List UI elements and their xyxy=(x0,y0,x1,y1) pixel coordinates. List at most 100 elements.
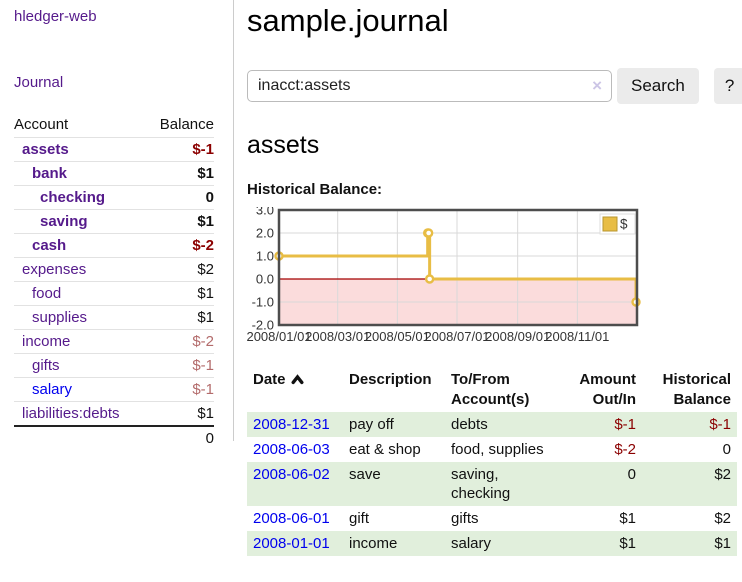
account-balance-bank: $1 xyxy=(197,165,214,182)
account-row-food: food $1 xyxy=(14,281,214,306)
page-title: sample.journal xyxy=(247,3,449,38)
account-balance-checking: 0 xyxy=(205,189,214,206)
register-header-row: Date Description To/From Account(s) Amou… xyxy=(247,368,737,412)
account-link-income[interactable]: income xyxy=(22,333,71,350)
register-header-amount: Amount Out/In xyxy=(579,371,636,408)
search-bar: × Search ? xyxy=(247,68,742,104)
transaction-balance: $-1 xyxy=(709,416,731,433)
account-balance-salary: $-1 xyxy=(192,381,214,398)
chart-title: Historical Balance: xyxy=(247,181,383,198)
account-row-bank: bank $1 xyxy=(14,161,214,186)
transaction-amount: $-1 xyxy=(614,416,636,433)
transaction-amount: $1 xyxy=(619,535,636,552)
transaction-description: income xyxy=(349,535,398,552)
register-header-date[interactable]: Date xyxy=(247,368,343,412)
register-header-balance: Historical Balance xyxy=(662,371,731,408)
transaction-balance: $1 xyxy=(714,535,731,552)
transaction-accounts: salary xyxy=(451,535,492,552)
account-balance-liabilities-debts: $1 xyxy=(197,405,214,422)
account-link-cash[interactable]: cash xyxy=(32,237,67,254)
account-row-assets: assets $-1 xyxy=(14,137,214,162)
register-header-accounts: To/From Account(s) xyxy=(451,371,530,408)
svg-text:-1.0: -1.0 xyxy=(252,295,274,310)
accounts-header-account: Account xyxy=(14,116,69,133)
register-row: 2008-06-02 save saving, checking 0 $2 xyxy=(247,462,737,506)
account-link-salary[interactable]: salary xyxy=(32,381,73,398)
register-row: 2008-06-01 gift gifts $1 $2 xyxy=(247,506,737,531)
account-row-supplies: supplies $1 xyxy=(14,305,214,330)
svg-text:2008/01/01: 2008/01/01 xyxy=(247,329,312,344)
transaction-date-link[interactable]: 2008-01-01 xyxy=(253,535,330,552)
svg-text:0.0: 0.0 xyxy=(256,272,274,287)
svg-text:1.0: 1.0 xyxy=(256,249,274,264)
account-balance-income: $-2 xyxy=(192,333,214,350)
accounts-table-header: Account Balance xyxy=(14,113,214,138)
account-row-liabilities-debts: liabilities:debts $1 xyxy=(14,401,214,427)
account-link-checking[interactable]: checking xyxy=(40,189,106,206)
account-balance-food: $1 xyxy=(197,285,214,302)
chart-canvas: 3.0 2.0 1.0 0.0 -1.0 -2.02008/01/012008/03/01… xyxy=(247,207,641,344)
svg-text:3.0: 3.0 xyxy=(256,207,274,218)
transaction-description: save xyxy=(349,466,381,483)
sidebar: hledger-web Journal Account Balance asse… xyxy=(0,0,234,447)
account-row-income: income $-2 xyxy=(14,329,214,354)
transaction-amount: $-2 xyxy=(614,441,636,458)
accounts-header-balance: Balance xyxy=(159,116,214,133)
transaction-balance: $2 xyxy=(714,510,731,527)
svg-text:2.0: 2.0 xyxy=(256,226,274,241)
account-link-saving[interactable]: saving xyxy=(40,213,88,230)
app-title-link[interactable]: hledger-web xyxy=(14,8,97,25)
accounts-total-row: 0 xyxy=(14,426,214,450)
account-row-saving: saving $1 xyxy=(14,209,214,234)
register-header-description: Description xyxy=(349,371,432,388)
help-button[interactable]: ? xyxy=(713,68,742,104)
historical-balance-chart[interactable]: 3.0 2.0 1.0 0.0 -1.0 -2.0 2008/01/01 2008/03/01… xyxy=(247,207,742,347)
transaction-description: pay off xyxy=(349,416,394,433)
account-row-checking: checking 0 xyxy=(14,185,214,210)
transaction-date-link[interactable]: 2008-12-31 xyxy=(253,416,330,433)
account-link-bank[interactable]: bank xyxy=(32,165,68,182)
svg-text:$: $ xyxy=(620,217,628,232)
svg-text:2008/05/01: 2008/05/01 xyxy=(365,329,430,344)
transaction-amount: 0 xyxy=(627,466,636,483)
search-input-wrap: × xyxy=(247,70,612,102)
transaction-balance: $2 xyxy=(714,466,731,483)
accounts-table: Account Balance assets $-1 bank $1 check… xyxy=(14,113,214,450)
account-balance-supplies: $1 xyxy=(197,309,214,326)
search-button[interactable]: Search xyxy=(617,68,699,104)
register-row: 2008-12-31 pay off debts $-1 $-1 xyxy=(247,412,737,437)
main-content: sample.journal × Search ? assets Histori… xyxy=(247,0,742,556)
accounts-total-value: 0 xyxy=(205,430,214,447)
transaction-date-link[interactable]: 2008-06-03 xyxy=(253,441,330,458)
account-link-gifts[interactable]: gifts xyxy=(32,357,60,374)
search-input[interactable] xyxy=(247,70,612,102)
transaction-amount: $1 xyxy=(619,510,636,527)
transaction-date-link[interactable]: 2008-06-01 xyxy=(253,510,330,527)
svg-text:2008/07/01: 2008/07/01 xyxy=(424,329,489,344)
transaction-accounts: food, supplies xyxy=(451,441,544,458)
account-balance-cash: $-2 xyxy=(192,237,214,254)
transaction-accounts: saving, checking xyxy=(451,466,511,502)
register-row: 2008-06-03 eat & shop food, supplies $-2… xyxy=(247,437,737,462)
register-row: 2008-01-01 income salary $1 $1 xyxy=(247,531,737,556)
account-balance-expenses: $2 xyxy=(197,261,214,278)
transaction-description: eat & shop xyxy=(349,441,421,458)
account-link-expenses[interactable]: expenses xyxy=(22,261,87,278)
account-row-expenses: expenses $2 xyxy=(14,257,214,282)
account-link-supplies[interactable]: supplies xyxy=(32,309,88,326)
transaction-accounts: gifts xyxy=(451,510,479,527)
account-balance-saving: $1 xyxy=(197,213,214,230)
clear-search-icon[interactable]: × xyxy=(592,76,602,95)
account-balance-assets: $-1 xyxy=(192,141,214,158)
account-link-liabilities-debts[interactable]: liabilities:debts xyxy=(22,405,120,422)
transaction-date-link[interactable]: 2008-06-02 xyxy=(253,466,330,483)
account-heading: assets xyxy=(247,131,320,159)
account-link-assets[interactable]: assets xyxy=(22,141,69,158)
account-row-gifts: gifts $-1 xyxy=(14,353,214,378)
account-row-cash: cash $-2 xyxy=(14,233,214,258)
sort-ascending-icon xyxy=(291,371,304,391)
svg-text:2008/11/01: 2008/11/01 xyxy=(545,329,609,344)
svg-text:2008/03/01: 2008/03/01 xyxy=(305,329,370,344)
account-link-food[interactable]: food xyxy=(32,285,62,302)
nav-journal-link[interactable]: Journal xyxy=(14,74,64,91)
